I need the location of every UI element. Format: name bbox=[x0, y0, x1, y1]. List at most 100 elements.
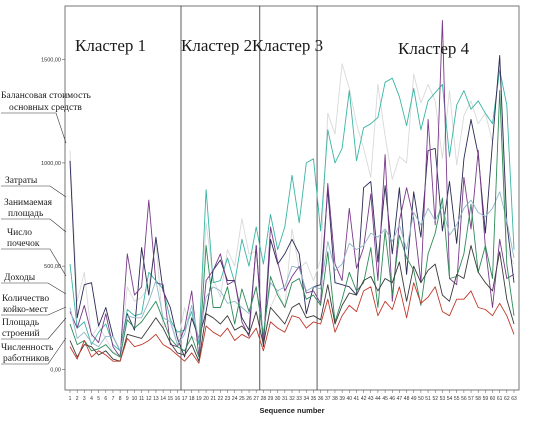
plot-area bbox=[64, 5, 520, 391]
x-tick-label: 1 bbox=[69, 396, 72, 402]
x-tick-label: 2 bbox=[76, 396, 79, 402]
x-tick-label: 29 bbox=[268, 396, 274, 402]
x-tick-label: 22 bbox=[218, 396, 224, 402]
side-label-staff-line2: работников bbox=[3, 353, 50, 364]
x-tick-label: 48 bbox=[404, 396, 410, 402]
x-tick-label: 55 bbox=[454, 396, 460, 402]
x-tick-label: 20 bbox=[203, 396, 209, 402]
side-label-costs: Затраты bbox=[5, 176, 38, 186]
x-tick-label: 47 bbox=[397, 396, 403, 402]
x-tick-label: 50 bbox=[418, 396, 424, 402]
x-tick-label: 61 bbox=[497, 396, 503, 402]
side-label-kidneys-line1: Число bbox=[7, 228, 32, 238]
x-tick-label: 60 bbox=[490, 396, 496, 402]
series-layer bbox=[69, 19, 515, 364]
side-label-balance-line2: основных средств bbox=[9, 103, 82, 113]
x-tick-label: 14 bbox=[160, 396, 166, 402]
side-label-area-line1: Занимаемая bbox=[4, 198, 53, 208]
side-label-beds-line1: Количество bbox=[2, 294, 49, 304]
x-tick-label: 53 bbox=[440, 396, 446, 402]
side-label-balance-line1: Балансовая стоимость bbox=[1, 91, 92, 101]
x-tick-label: 39 bbox=[339, 396, 345, 402]
side-label-buildings-line1: Площадь bbox=[2, 318, 40, 328]
y-axis-ticks: 0,00 500,00 1000,00 1500,00 bbox=[41, 58, 65, 373]
x-tick-label: 21 bbox=[210, 396, 216, 402]
x-axis-label: Sequence number bbox=[259, 406, 324, 415]
series-line-1 bbox=[69, 59, 515, 356]
x-tick-label: 8 bbox=[119, 396, 122, 402]
x-tick-label: 46 bbox=[389, 396, 395, 402]
series-line-7 bbox=[69, 245, 515, 362]
side-label-kidneys-line2: почечок bbox=[7, 239, 40, 249]
x-tick-label: 54 bbox=[447, 396, 453, 402]
x-tick-label: 15 bbox=[167, 396, 173, 402]
cluster-label-3: Кластер 3 bbox=[252, 36, 323, 55]
x-tick-label: 27 bbox=[253, 396, 259, 402]
series-line-3 bbox=[69, 55, 515, 358]
series-line-4 bbox=[69, 19, 515, 358]
x-tick-label: 25 bbox=[239, 396, 245, 402]
x-tick-label: 12 bbox=[146, 396, 152, 402]
x-tick-label: 24 bbox=[232, 396, 238, 402]
cluster-label-1: Кластер 1 bbox=[75, 36, 146, 55]
x-tick-label: 3 bbox=[83, 396, 86, 402]
x-tick-label: 10 bbox=[132, 396, 138, 402]
x-tick-label: 43 bbox=[368, 396, 374, 402]
x-tick-label: 56 bbox=[461, 396, 467, 402]
x-tick-label: 41 bbox=[354, 396, 360, 402]
side-label-buildings-line2: строений bbox=[2, 328, 40, 339]
x-tick-label: 45 bbox=[382, 396, 388, 402]
x-tick-label: 19 bbox=[196, 396, 202, 402]
x-tick-label: 36 bbox=[318, 396, 324, 402]
x-tick-label: 6 bbox=[104, 396, 107, 402]
x-tick-label: 63 bbox=[511, 396, 517, 402]
side-label-income: Доходы bbox=[4, 273, 36, 283]
y-tick-label: 500,00 bbox=[44, 264, 61, 270]
x-tick-label: 35 bbox=[311, 396, 317, 402]
x-tick-label: 18 bbox=[189, 396, 195, 402]
x-tick-label: 59 bbox=[483, 396, 489, 402]
x-tick-label: 16 bbox=[175, 396, 181, 402]
side-label-area-line2: площадь bbox=[8, 209, 44, 219]
x-tick-label: 51 bbox=[425, 396, 431, 402]
y-tick-label: 1000,00 bbox=[41, 161, 61, 167]
x-tick-label: 49 bbox=[411, 396, 417, 402]
cluster-labels: Кластер 1 Кластер 2 Кластер 3 Кластер 4 bbox=[75, 36, 470, 58]
side-label-leaders bbox=[1, 112, 67, 365]
x-tick-label: 42 bbox=[361, 396, 367, 402]
x-tick-label: 4 bbox=[90, 396, 93, 402]
x-tick-label: 23 bbox=[225, 396, 231, 402]
x-tick-label: 38 bbox=[332, 396, 338, 402]
x-tick-label: 44 bbox=[375, 396, 381, 402]
x-tick-label: 40 bbox=[347, 396, 353, 402]
x-tick-label: 5 bbox=[97, 396, 100, 402]
x-tick-label: 11 bbox=[139, 396, 144, 402]
x-tick-label: 30 bbox=[275, 396, 281, 402]
cluster-label-4: Кластер 4 bbox=[398, 39, 470, 58]
x-tick-label: 57 bbox=[468, 396, 474, 402]
x-tick-label: 31 bbox=[282, 396, 288, 402]
side-labels: Балансовая стоимость основных средств За… bbox=[1, 91, 92, 364]
x-tick-label: 28 bbox=[261, 396, 267, 402]
x-tick-label: 26 bbox=[246, 396, 252, 402]
x-tick-label: 9 bbox=[126, 396, 129, 402]
x-tick-label: 7 bbox=[112, 396, 115, 402]
side-label-staff-line1: Численность bbox=[1, 343, 54, 353]
series-line-8 bbox=[69, 282, 515, 364]
x-tick-label: 62 bbox=[504, 396, 510, 402]
x-tick-label: 13 bbox=[153, 396, 159, 402]
x-axis-ticks: 1 2 3 4 5 6 7 8 9 10 11 12 13 14 15 16 17 18 19 20 21 22 23 24 2… bbox=[69, 390, 517, 402]
x-tick-label: 32 bbox=[289, 396, 295, 402]
x-tick-label: 17 bbox=[182, 396, 188, 402]
x-tick-label: 58 bbox=[475, 396, 481, 402]
cluster-label-2: Кластер 2 bbox=[181, 36, 252, 55]
x-tick-label: 33 bbox=[296, 396, 302, 402]
x-tick-label: 37 bbox=[325, 396, 331, 402]
side-label-beds-line2: койко-мест bbox=[3, 304, 49, 315]
y-tick-label: 0,00 bbox=[50, 367, 61, 373]
x-tick-label: 34 bbox=[304, 396, 310, 402]
y-tick-label: 1500,00 bbox=[41, 58, 61, 64]
x-tick-label: 52 bbox=[432, 396, 438, 402]
